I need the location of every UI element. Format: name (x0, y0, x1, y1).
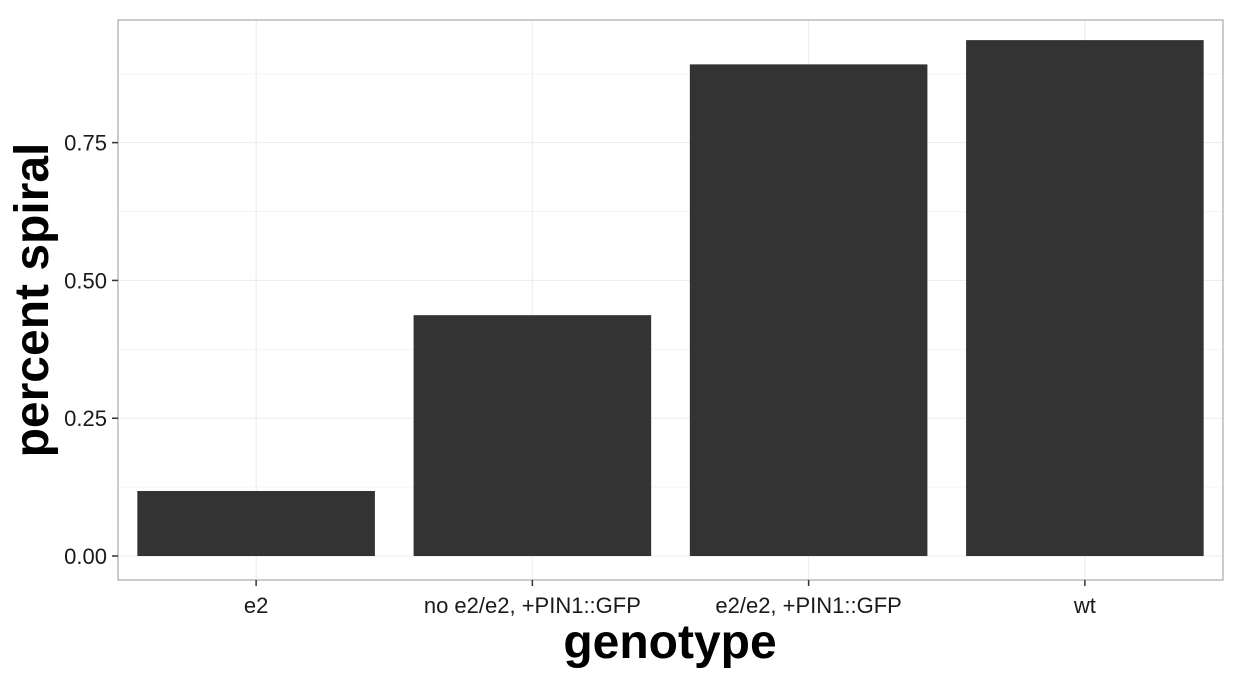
bar (689, 64, 928, 557)
y-tick-label: 0.50 (64, 268, 107, 293)
x-axis-title: genotype (563, 616, 776, 669)
x-tick-label: wt (1073, 593, 1096, 618)
bar (966, 40, 1204, 557)
bar (413, 315, 652, 557)
x-tick-label: e2/e2, +PIN1::GFP (715, 593, 901, 618)
panel-border (117, 19, 1224, 581)
bar (137, 490, 375, 557)
y-tick-label: 0.75 (64, 131, 107, 156)
x-axis-ticks: e2 no e2/e2, +PIN1::GFP e2/e2, +PIN1::GFP w… (244, 580, 1096, 618)
y-axis-title: percent spiral (6, 143, 59, 458)
x-tick-label: no e2/e2, +PIN1::GFP (424, 593, 641, 618)
x-tick-label: e2 (244, 593, 268, 618)
bars (137, 40, 1204, 557)
y-tick-label: 0.25 (64, 406, 107, 431)
y-axis-ticks: 0.00 0.25 0.50 0.75 (64, 131, 118, 569)
y-tick-label: 0.00 (64, 544, 107, 569)
